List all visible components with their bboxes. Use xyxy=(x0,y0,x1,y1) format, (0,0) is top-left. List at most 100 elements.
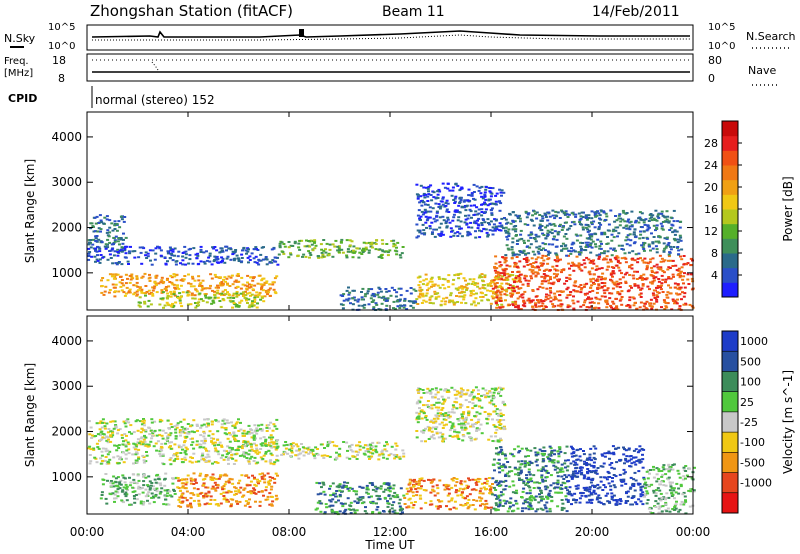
power-cell xyxy=(202,260,206,263)
velocity-cell xyxy=(341,490,344,493)
velocity-cell xyxy=(144,488,148,491)
power-cell xyxy=(104,243,108,246)
power-cell xyxy=(552,272,556,275)
power-cell xyxy=(643,302,647,305)
power-cell xyxy=(515,256,519,258)
velocity-cell xyxy=(185,481,189,484)
power-cell xyxy=(584,223,588,226)
nsearch-tick-low: 10^0 xyxy=(708,41,735,52)
velocity-cell xyxy=(227,452,230,455)
power-cell xyxy=(611,270,615,273)
velocity-cell xyxy=(255,429,259,432)
velocity-cell xyxy=(133,501,137,504)
velocity-cell xyxy=(100,426,104,429)
power-cell xyxy=(535,235,539,238)
velocity-cell xyxy=(348,504,352,507)
velocity-cell xyxy=(136,429,140,432)
power-cell xyxy=(416,195,420,198)
velocity-cell xyxy=(294,454,298,457)
power-cell xyxy=(225,249,228,252)
power-cell xyxy=(201,287,205,290)
velocity-cell xyxy=(124,491,128,494)
power-cell xyxy=(660,225,664,228)
power-cell xyxy=(523,277,527,280)
power-cell xyxy=(392,245,396,248)
velocity-cell xyxy=(468,493,472,496)
velocity-cell xyxy=(169,445,172,448)
velocity-cell xyxy=(159,455,163,458)
power-cell xyxy=(153,285,157,288)
power-cell xyxy=(555,253,559,256)
velocity-cell xyxy=(150,421,154,424)
power-cell xyxy=(455,295,458,297)
power-cell xyxy=(483,195,487,198)
power-cell xyxy=(469,194,473,197)
power-cell xyxy=(249,276,253,279)
velocity-cell xyxy=(233,437,237,440)
power-cell xyxy=(412,288,416,291)
power-cell xyxy=(566,304,570,307)
velocity-cell xyxy=(122,486,126,489)
power-cell xyxy=(677,269,681,272)
power-cell xyxy=(659,222,663,225)
velocity-cell xyxy=(172,490,176,492)
power-cell xyxy=(507,287,511,289)
velocity-cell xyxy=(444,485,448,488)
power-cell xyxy=(667,277,671,280)
power-cell xyxy=(665,220,668,223)
velocity-cell xyxy=(297,449,301,452)
power-cell xyxy=(636,257,640,260)
velocity-cell xyxy=(164,432,168,434)
power-cell xyxy=(147,299,151,302)
power-cell xyxy=(377,256,381,259)
power-cell xyxy=(235,291,239,293)
power-cell xyxy=(600,233,604,236)
power-cell xyxy=(298,248,302,251)
velocity-cell xyxy=(394,442,398,445)
velocity-cell xyxy=(323,454,327,457)
power-cell xyxy=(605,289,609,292)
power-cell xyxy=(515,234,518,236)
power-cell xyxy=(624,257,628,260)
power-cell xyxy=(632,304,636,307)
power-cell xyxy=(144,294,147,297)
velocity-cell xyxy=(420,417,424,420)
power-cell xyxy=(421,223,425,226)
velocity-cell xyxy=(457,438,461,440)
power-cell xyxy=(135,278,139,280)
velocity-cell xyxy=(101,436,105,439)
power-cell xyxy=(242,247,246,250)
power-cell xyxy=(377,296,381,299)
power-cell xyxy=(493,284,497,287)
velocity-cell xyxy=(353,509,357,512)
velocity-cell xyxy=(219,474,223,477)
power-cell xyxy=(498,265,502,268)
power-cell xyxy=(446,182,450,185)
power-cell xyxy=(682,282,685,285)
power-cell xyxy=(195,290,199,293)
velocity-cell xyxy=(458,406,462,409)
velocity-cell xyxy=(202,495,206,497)
power-cell xyxy=(497,276,501,279)
power-cell xyxy=(556,233,560,236)
velocity-cell xyxy=(150,492,154,495)
velocity-cell xyxy=(137,457,141,460)
power-cell xyxy=(463,199,467,202)
power-cell xyxy=(579,241,582,244)
velocity-cell xyxy=(105,422,109,425)
power-cell xyxy=(131,250,135,253)
power-cell xyxy=(211,246,215,249)
power-cell xyxy=(268,287,272,290)
velocity-cell xyxy=(429,479,433,482)
velocity-cell xyxy=(258,504,262,507)
power-cell xyxy=(590,233,594,236)
velocity-cell xyxy=(206,453,210,456)
power-cell xyxy=(464,205,467,207)
power-cell xyxy=(687,283,691,285)
velocity-cell xyxy=(185,435,189,438)
velocity-cell xyxy=(403,497,407,499)
power-cell xyxy=(91,226,95,228)
power-cell xyxy=(544,306,548,308)
power-cell xyxy=(564,210,568,213)
